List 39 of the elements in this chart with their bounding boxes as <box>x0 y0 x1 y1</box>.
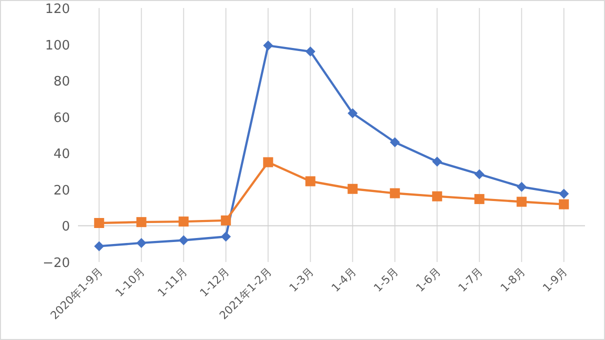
y-tick-label: −20 <box>42 256 70 271</box>
point <box>94 218 104 228</box>
point <box>390 188 400 198</box>
x-tick-label: 1-9月 <box>540 264 570 295</box>
point <box>263 157 274 168</box>
point <box>136 217 146 228</box>
point <box>474 194 484 204</box>
point <box>558 188 569 199</box>
point <box>220 215 231 226</box>
y-tick-label: 40 <box>53 147 70 162</box>
x-tick-label: 1-7月 <box>456 264 486 295</box>
point <box>474 169 484 180</box>
point <box>305 46 316 57</box>
point <box>178 235 189 246</box>
x-tick-label: 1-5月 <box>371 264 401 295</box>
y-tick-label: 20 <box>53 183 70 198</box>
point <box>178 216 189 227</box>
y-tick-label: 120 <box>45 2 70 17</box>
point <box>558 199 569 210</box>
y-tick-label: 100 <box>45 38 70 54</box>
point <box>390 137 400 148</box>
y-tick-label: 0 <box>62 220 70 235</box>
point <box>305 176 316 186</box>
point <box>94 241 104 252</box>
point <box>136 238 146 248</box>
point <box>516 196 527 207</box>
y-tick-label: 60 <box>53 110 70 126</box>
y-tick-label: 80 <box>53 74 70 90</box>
point <box>348 108 358 118</box>
point <box>516 182 527 192</box>
x-tick-label: 1-8月 <box>498 264 528 295</box>
x-tick-label: 1-4月 <box>329 264 359 295</box>
point <box>432 156 442 167</box>
point <box>263 40 274 51</box>
point <box>432 191 442 202</box>
x-tick-label: 1-3月 <box>286 264 316 295</box>
point <box>348 184 358 194</box>
x-tick-label: 1-6月 <box>414 264 444 295</box>
point <box>220 232 231 242</box>
